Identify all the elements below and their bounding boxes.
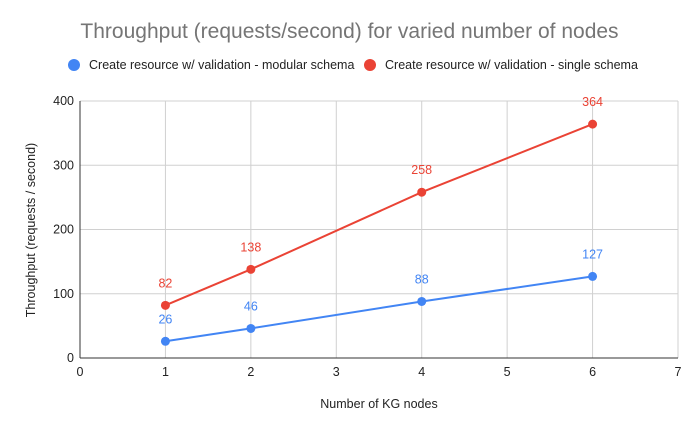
- legend-item-modular-schema[interactable]: Create resource w/ validation - modular …: [68, 58, 354, 72]
- x-tick-label-1: 1: [162, 365, 169, 379]
- y-tick-label-2: 200: [53, 223, 74, 237]
- x-axis-title: Number of KG nodes: [320, 397, 437, 411]
- x-tick-label-4: 4: [418, 365, 425, 379]
- data-point-1-2[interactable]: [417, 187, 427, 197]
- series-layer: 26 46 88 127 82 138 258 364: [158, 95, 603, 346]
- x-tick-label-7: 7: [675, 365, 682, 379]
- data-point-0-3[interactable]: [588, 271, 598, 281]
- data-label-0-1: 46: [244, 299, 258, 313]
- legend-marker-single-schema: [364, 59, 376, 71]
- data-point-0-1[interactable]: [246, 323, 256, 333]
- data-label-1-3: 364: [582, 95, 603, 109]
- x-tick-label-2: 2: [247, 365, 254, 379]
- x-tick-label-3: 3: [333, 365, 340, 379]
- y-axis-title: Throughput (requests / second): [24, 143, 38, 317]
- data-point-1-1[interactable]: [246, 264, 256, 274]
- y-tick-label-0: 0: [67, 351, 74, 365]
- x-tick-label-0: 0: [77, 365, 84, 379]
- legend-item-single-schema[interactable]: Create resource w/ validation - single s…: [364, 58, 638, 72]
- legend: Create resource w/ validation - modular …: [0, 58, 699, 78]
- y-tick-label-1: 100: [53, 287, 74, 301]
- legend-marker-modular-schema: [68, 59, 80, 71]
- axes: 0 1 2 3 4 5 6 7 0 100 200 300 400: [53, 94, 681, 379]
- data-label-0-0: 26: [158, 312, 172, 326]
- y-tick-label-4: 400: [53, 94, 74, 108]
- data-label-0-2: 88: [415, 272, 429, 286]
- legend-label-single-schema: Create resource w/ validation - single s…: [385, 58, 638, 72]
- data-point-0-0[interactable]: [160, 336, 170, 346]
- data-label-1-1: 138: [240, 240, 261, 254]
- y-tick-label-3: 300: [53, 158, 74, 172]
- legend-label-modular-schema: Create resource w/ validation - modular …: [89, 58, 355, 72]
- data-label-1-2: 258: [411, 163, 432, 177]
- data-label-1-0: 82: [158, 276, 172, 290]
- data-point-0-2[interactable]: [417, 296, 427, 306]
- data-label-0-3: 127: [582, 247, 603, 261]
- data-point-1-3[interactable]: [588, 119, 598, 129]
- chart-title: Throughput (requests/second) for varied …: [80, 20, 619, 43]
- data-point-1-0[interactable]: [160, 300, 170, 310]
- x-tick-label-6: 6: [589, 365, 596, 379]
- x-tick-label-5: 5: [504, 365, 511, 379]
- series-line-1: [165, 123, 593, 307]
- series-line-0: [165, 275, 593, 343]
